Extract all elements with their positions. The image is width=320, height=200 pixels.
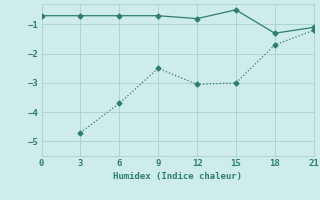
X-axis label: Humidex (Indice chaleur): Humidex (Indice chaleur) [113,172,242,181]
